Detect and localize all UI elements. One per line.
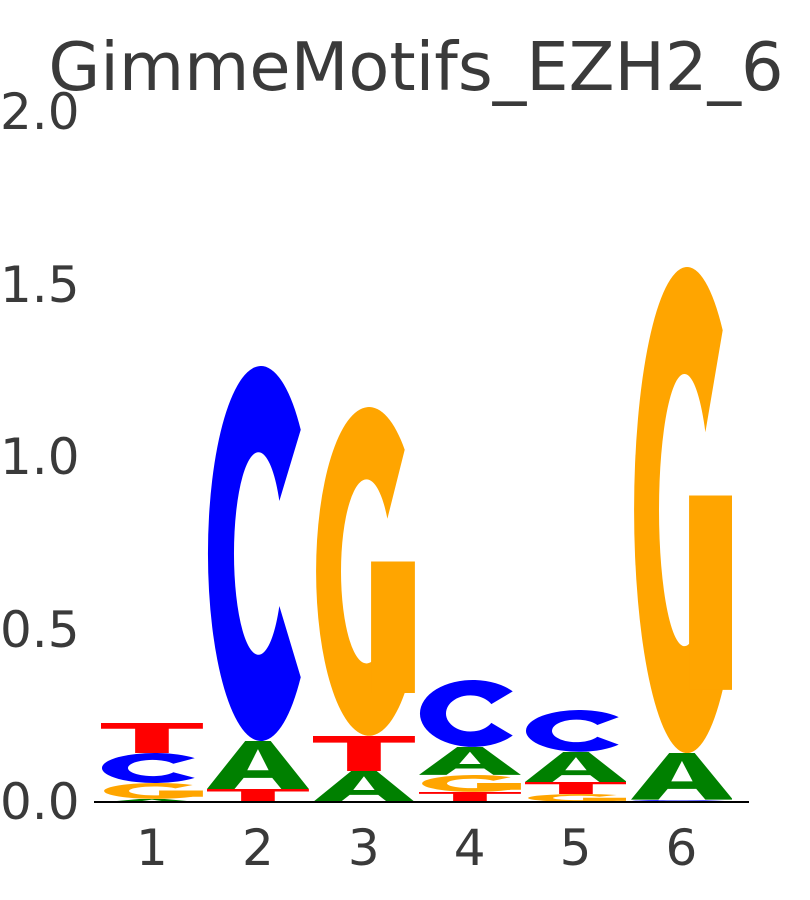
x-axis-tick-label: 5 (559, 819, 592, 877)
logo-letter-G (101, 782, 203, 799)
x-axis-tick-label: 6 (665, 819, 698, 877)
logo-letter-T (312, 735, 415, 771)
chart-title: GimmeMotifs_EZH2_6 (48, 28, 784, 106)
y-axis-tick-label: 0.0 (0, 773, 80, 831)
logo-letter-C (101, 752, 203, 783)
logo-letter-A (418, 747, 521, 776)
logo-letter-G (313, 406, 415, 736)
logo-letter-T (418, 791, 521, 802)
x-axis-tick-label: 4 (453, 819, 486, 877)
y-axis-tick-label: 1.0 (0, 428, 80, 486)
logo-letter-G (419, 775, 521, 792)
logo-letter-T (206, 788, 309, 802)
y-axis-tick-label: 2.0 (0, 83, 80, 141)
logo-letter-G (631, 267, 733, 754)
logo-letter-T (101, 722, 203, 753)
logo-letter-A (524, 751, 627, 782)
x-axis-line (94, 800, 749, 803)
logo-letter-C (419, 680, 521, 748)
logo-letter-C (207, 365, 309, 741)
y-axis-tick-label: 0.5 (0, 600, 80, 659)
x-axis-tick-label: 2 (241, 819, 274, 877)
logo-letter-A (630, 753, 733, 800)
x-axis-tick-label: 1 (136, 819, 168, 877)
logo-letter-A (312, 770, 415, 802)
x-axis-tick-label: 3 (347, 819, 380, 877)
logo-letter-C (525, 710, 627, 752)
logo-letter-T (524, 781, 627, 795)
logo-letter-G (525, 794, 627, 802)
y-axis-tick-label: 1.5 (0, 255, 80, 314)
logo-letter-A (206, 740, 309, 789)
